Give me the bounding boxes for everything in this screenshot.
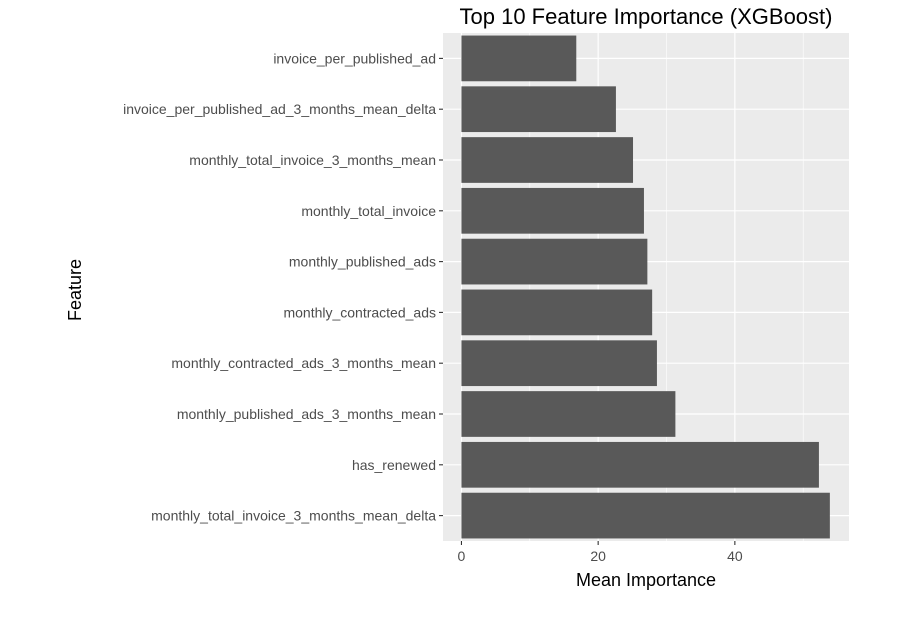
x-tick-label: 20	[590, 548, 606, 564]
bar	[461, 187, 644, 234]
y-tick-label: has_renewed	[352, 457, 436, 473]
y-tick-label: monthly_total_invoice_3_months_mean	[189, 152, 436, 168]
bar	[461, 137, 634, 183]
x-tick-label: 0	[458, 548, 466, 564]
bar	[461, 441, 819, 488]
y-tick-label: invoice_per_published_ad_3_months_mean_d…	[123, 101, 436, 117]
bar	[461, 35, 577, 82]
y-axis: invoice_per_published_ad invoice_per_publ…	[123, 50, 443, 524]
bar	[461, 391, 676, 437]
bars	[461, 35, 830, 539]
bar	[461, 492, 830, 539]
x-tick-label: 40	[727, 548, 743, 564]
y-tick-label: monthly_total_invoice	[301, 203, 436, 219]
bar	[461, 238, 648, 285]
y-tick-label: invoice_per_published_ad	[273, 50, 436, 66]
y-axis-title: Feature	[65, 259, 85, 321]
y-tick-label: monthly_published_ads	[289, 254, 436, 270]
bar	[461, 289, 653, 336]
x-axis-title: Mean Importance	[576, 570, 716, 590]
y-tick-label: monthly_published_ads_3_months_mean	[177, 406, 436, 422]
y-tick-label: monthly_contracted_ads_3_months_mean	[171, 355, 436, 371]
y-tick-label: monthly_total_invoice_3_months_mean_delt…	[151, 508, 436, 524]
chart-title: Top 10 Feature Importance (XGBoost)	[460, 4, 833, 29]
bar	[461, 340, 657, 387]
y-tick-label: monthly_contracted_ads	[283, 304, 436, 320]
bar	[461, 86, 616, 133]
x-axis: 0 20 40	[458, 541, 743, 564]
